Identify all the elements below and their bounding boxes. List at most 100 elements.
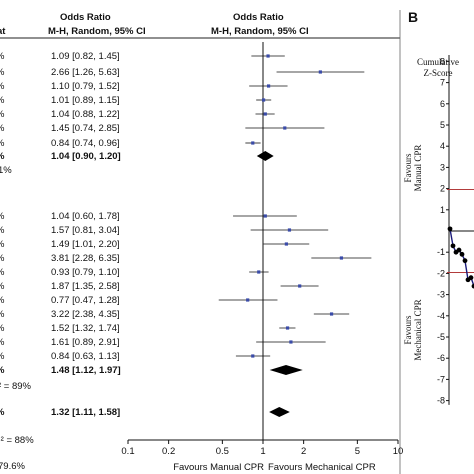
odds-ratio-sub-1: M-H, Random, 95% CI xyxy=(48,26,146,37)
x-tick-label-0: 0.1 xyxy=(121,446,134,457)
row-weight-11: % xyxy=(0,239,5,250)
study-marker-16 xyxy=(329,312,334,316)
left-clipped-heading: at xyxy=(0,26,6,37)
row-weight-16: % xyxy=(0,309,5,320)
z-tick-label-1: 7 xyxy=(440,78,445,88)
subtotal-diamond-7 xyxy=(256,151,274,161)
z-tick-label-0: 8 xyxy=(440,56,445,66)
panel-letter: B xyxy=(408,9,418,25)
study-marker-2 xyxy=(266,84,271,88)
x-tick-label-5: 5 xyxy=(355,446,360,457)
study-marker-17 xyxy=(285,326,290,330)
odds-ratio-sub-2: M-H, Random, 95% CI xyxy=(211,26,309,37)
z-tick-label-15: -8 xyxy=(437,396,445,406)
row-estimate-22: 1.32 [1.11, 1.58] xyxy=(51,407,120,418)
favours-mechanical-upper: Favours xyxy=(403,315,413,344)
study-marker-18 xyxy=(289,340,293,344)
favours-manual-lower: Manual CPR xyxy=(413,145,423,192)
z-point-1 xyxy=(450,243,456,249)
study-marker-14 xyxy=(298,284,302,288)
forest-header: Odds Ratio M-H, Random, 95% CI Odds Rati… xyxy=(0,10,401,474)
row-estimate-11: 1.49 [1.01, 2.20] xyxy=(51,239,120,250)
favours-mechanical-lower: Mechanical CPR xyxy=(413,299,423,360)
z-tick-label-11: -4 xyxy=(437,311,445,321)
row-weight-6: % xyxy=(0,138,5,149)
study-marker-5 xyxy=(283,126,287,130)
study-marker-15 xyxy=(246,298,250,302)
x-tick-label-1: 0.2 xyxy=(162,446,175,457)
row-weight-22: % xyxy=(0,407,5,418)
row-weight-7: % xyxy=(0,151,5,162)
row-estimate-17: 1.52 [1.32, 1.74] xyxy=(51,323,120,334)
z-tick-label-12: -5 xyxy=(437,332,445,342)
row-estimate-7: 1.04 [0.90, 1.20] xyxy=(51,151,121,162)
row-weight-13: % xyxy=(0,267,5,278)
zscore-title-line2: Z-Score xyxy=(424,68,453,78)
z-tick-label-7: 1 xyxy=(440,205,445,215)
row-estimate-1: 2.66 [1.26, 5.63] xyxy=(51,67,120,78)
row-weight-3: % xyxy=(0,95,5,106)
study-marker-10 xyxy=(287,228,292,232)
z-tick-label-14: -7 xyxy=(437,374,445,384)
zscore-title-line1: Cumulative xyxy=(417,57,459,67)
row-estimate-12: 3.81 [2.28, 6.35] xyxy=(51,253,120,264)
row-weight-21: ² = 89% xyxy=(0,381,32,392)
row-estimate-13: 0.93 [0.79, 1.10] xyxy=(51,267,120,278)
z-tick-label-2: 6 xyxy=(440,99,445,109)
row-estimate-0: 1.09 [0.82, 1.45] xyxy=(51,51,120,62)
row-weight-18: % xyxy=(0,337,5,348)
row-weight-15: % xyxy=(0,295,5,306)
z-tick-label-3: 5 xyxy=(440,120,445,130)
forest-x-axis: Favours Manual CPR Favours Mechanical CP… xyxy=(121,439,404,473)
row-estimate-16: 3.22 [2.38, 4.35] xyxy=(51,309,120,320)
study-marker-4 xyxy=(263,112,267,116)
study-marker-1 xyxy=(318,70,322,74)
row-weight-10: % xyxy=(0,225,5,236)
row-estimate-9: 1.04 [0.60, 1.78] xyxy=(51,211,120,222)
forest-rows: % 1.09 [0.82, 1.45]% 2.66 [1.26, 5.63]% 1.1… xyxy=(0,51,121,472)
row-weight-14: % xyxy=(0,281,5,292)
row-estimate-4: 1.04 [0.88, 1.22] xyxy=(51,109,120,120)
row-estimate-10: 1.57 [0.81, 3.04] xyxy=(51,225,120,236)
row-estimate-15: 0.77 [0.47, 1.28] xyxy=(51,295,120,306)
row-weight-1: % xyxy=(0,67,5,78)
panel-b: B Cumulative Z-Score Favours Manual CPR … xyxy=(403,9,474,406)
row-weight-8: 1% xyxy=(0,165,12,176)
favours-manual-upper: Favours xyxy=(403,153,413,182)
row-weight-0: % xyxy=(0,51,5,62)
row-weight-19: % xyxy=(0,351,5,362)
odds-ratio-title-1: Odds Ratio xyxy=(60,12,111,23)
row-weight-20: % xyxy=(0,365,5,376)
row-weight-5: % xyxy=(0,123,5,134)
subtotal-diamond-20 xyxy=(269,365,303,375)
z-point-5 xyxy=(462,258,468,264)
row-estimate-20: 1.48 [1.12, 1.97] xyxy=(51,365,121,376)
x-tick-label-6: 10 xyxy=(393,446,404,457)
row-weight-9: % xyxy=(0,211,5,222)
x-tick-label-3: 1 xyxy=(260,446,265,457)
row-estimate-14: 1.87 [1.35, 2.58] xyxy=(51,281,120,292)
z-point-8 xyxy=(471,283,474,289)
z-tick-label-9: -2 xyxy=(437,268,445,278)
x-tick-label-4: 2 xyxy=(301,446,306,457)
x-tick-label-2: 0.5 xyxy=(216,446,229,457)
study-marker-13 xyxy=(257,270,261,274)
forest-plot-area xyxy=(218,42,372,440)
z-point-3 xyxy=(456,247,462,253)
row-weight-23: I² = 88% xyxy=(0,435,34,446)
favours-mechanical-label: Favours Mechanical CPR xyxy=(268,462,376,473)
row-estimate-5: 1.45 [0.74, 2.85] xyxy=(51,123,120,134)
row-estimate-18: 1.61 [0.89, 2.91] xyxy=(51,337,120,348)
study-marker-19 xyxy=(251,354,255,358)
row-estimate-3: 1.01 [0.89, 1.15] xyxy=(51,95,120,106)
z-tick-label-4: 4 xyxy=(440,141,445,151)
study-marker-12 xyxy=(339,256,344,260)
study-marker-9 xyxy=(263,214,267,218)
z-point-0 xyxy=(447,226,453,232)
study-marker-3 xyxy=(261,98,266,102)
row-weight-2: % xyxy=(0,81,5,92)
row-estimate-19: 0.84 [0.63, 1.13] xyxy=(51,351,120,362)
z-point-4 xyxy=(459,251,465,257)
z-point-7 xyxy=(468,275,474,281)
